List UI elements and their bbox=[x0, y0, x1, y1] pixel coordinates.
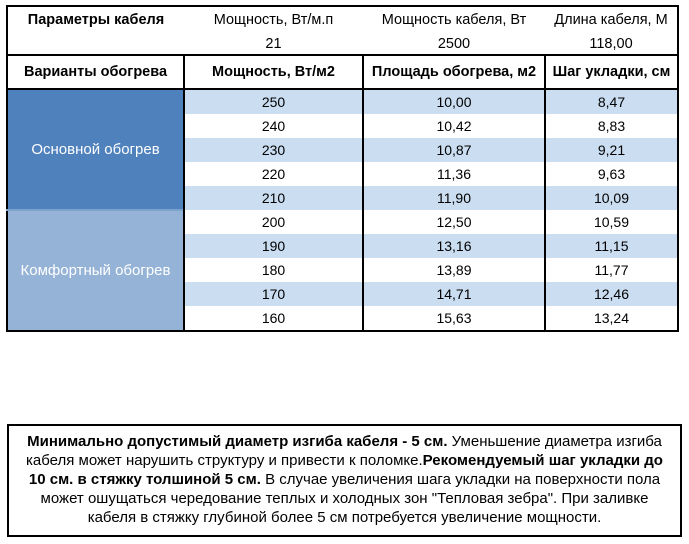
note-segment: В случае увеличения шага укладки на пове… bbox=[40, 471, 661, 526]
cell-area: 10,87 bbox=[362, 138, 545, 162]
cell-power: 220 bbox=[183, 162, 363, 186]
table-row: Комфортный обогрев 200 12,50 10,59 bbox=[7, 209, 678, 331]
param-label-cable-length: Длина кабеля, М bbox=[554, 12, 668, 28]
cell-power: 200 bbox=[183, 210, 363, 234]
cell-power: 180 bbox=[183, 258, 363, 282]
table-row: Основной обогрев 250 10,00 8,47 bbox=[7, 88, 678, 210]
cell-area: 11,90 bbox=[362, 186, 545, 210]
col-header-area: Площадь обогрева, м2 bbox=[362, 55, 545, 90]
param-value-power-per-m: 21 bbox=[184, 33, 363, 56]
note-segment: Рекомендуемый шаг укладки до 10 см. в ст… bbox=[28, 452, 663, 488]
table-row: 210 11,90 10,09 bbox=[7, 186, 678, 210]
cable-params-label-row: Параметры кабеля Мощность, Вт/м.п Мощнос… bbox=[7, 6, 678, 33]
cell-power: 210 bbox=[183, 186, 363, 210]
installation-note: Минимально допустимый диаметр изгиба каб… bbox=[7, 424, 682, 537]
col-header-step: Шаг укладки, см bbox=[544, 55, 678, 90]
cell-power: 170 bbox=[183, 282, 363, 306]
table-row: 230 10,87 9,21 bbox=[7, 138, 678, 162]
note-segment: Уменьшение диаметра изгиба кабеля может … bbox=[26, 433, 662, 469]
empty-cell bbox=[7, 33, 184, 56]
cell-power: 190 bbox=[183, 234, 363, 258]
table-row: 170 14,71 12,46 bbox=[7, 282, 678, 306]
table-row: 190 13,16 11,15 bbox=[7, 234, 678, 258]
cell-power: 230 bbox=[183, 138, 363, 162]
group-label-main-heating: Основной обогрев bbox=[7, 88, 184, 210]
cell-area: 15,63 bbox=[362, 306, 545, 331]
param-value-cable-length: 118,00 bbox=[545, 33, 678, 56]
cell-step: 9,21 bbox=[544, 138, 678, 162]
table-row: 160 15,63 13,24 bbox=[7, 306, 678, 331]
cell-step: 13,24 bbox=[544, 306, 678, 331]
cell-area: 12,50 bbox=[362, 210, 545, 234]
col-header-variants: Варианты обогрева bbox=[7, 55, 184, 90]
cell-area: 13,16 bbox=[362, 234, 545, 258]
cell-power: 250 bbox=[183, 89, 363, 114]
cell-step: 11,77 bbox=[544, 258, 678, 282]
cell-step: 11,15 bbox=[544, 234, 678, 258]
cell-area: 10,42 bbox=[362, 114, 545, 138]
group-label-comfort-heating: Комфортный обогрев bbox=[7, 209, 184, 331]
cable-params-value-row: 21 2500 118,00 bbox=[7, 33, 678, 56]
cell-step: 10,09 bbox=[544, 186, 678, 210]
table-row: 180 13,89 11,77 bbox=[7, 258, 678, 282]
col-header-power: Мощность, Вт/м2 bbox=[183, 55, 363, 90]
cell-area: 11,36 bbox=[362, 162, 545, 186]
cell-power: 240 bbox=[183, 114, 363, 138]
cell-area: 13,89 bbox=[362, 258, 545, 282]
cell-area: 10,00 bbox=[362, 89, 545, 114]
table-header-row: Варианты обогрева Мощность, Вт/м2 Площад… bbox=[7, 55, 678, 90]
table-row: 220 11,36 9,63 bbox=[7, 162, 678, 186]
cell-step: 8,47 bbox=[544, 89, 678, 114]
param-label-cable-power: Мощность кабеля, Вт bbox=[381, 12, 527, 28]
param-label-power-per-m: Мощность, Вт/м.п bbox=[213, 12, 334, 28]
table-row: 240 10,42 8,83 bbox=[7, 114, 678, 138]
note-segment: Минимально допустимый диаметр изгиба каб… bbox=[27, 433, 448, 450]
cell-step: 8,83 bbox=[544, 114, 678, 138]
cell-step: 12,46 bbox=[544, 282, 678, 306]
cell-step: 10,59 bbox=[544, 210, 678, 234]
param-value-cable-power: 2500 bbox=[363, 33, 545, 56]
cell-step: 9,63 bbox=[544, 162, 678, 186]
cell-area: 14,71 bbox=[362, 282, 545, 306]
heating-calc-table: Параметры кабеля Мощность, Вт/м.п Мощнос… bbox=[6, 5, 679, 332]
cell-power: 160 bbox=[183, 306, 363, 331]
cable-params-title: Параметры кабеля bbox=[27, 12, 165, 28]
